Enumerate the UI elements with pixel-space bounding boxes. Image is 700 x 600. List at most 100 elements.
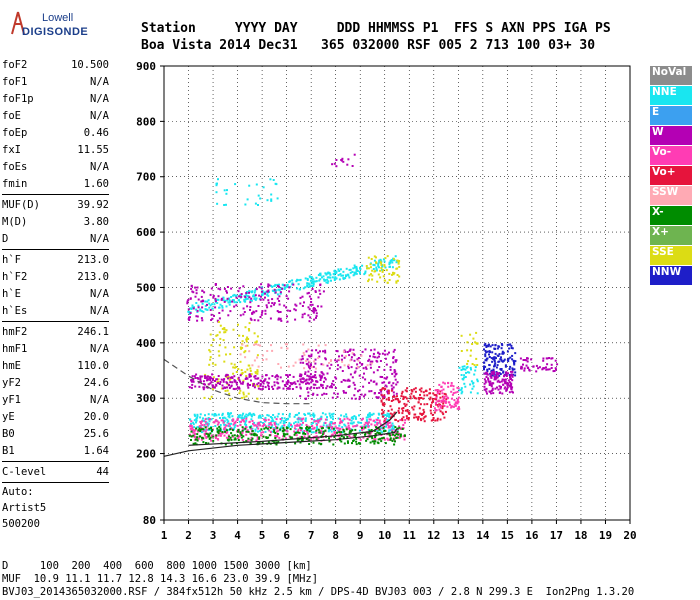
data-point-x — [343, 442, 346, 445]
data-point-nnw — [490, 369, 493, 372]
data-point-vo — [388, 398, 390, 401]
data-point-ssw — [253, 343, 256, 346]
data-point-w — [336, 350, 339, 353]
data-point-w — [315, 312, 318, 315]
data-point-nnw — [487, 345, 490, 348]
data-point-x — [392, 433, 394, 436]
data-point-w — [200, 317, 203, 320]
param-value: 10.500 — [71, 59, 109, 71]
data-point-x — [304, 433, 307, 435]
data-point-nne — [471, 387, 474, 390]
data-point-nnw — [489, 345, 492, 348]
data-point-vo — [318, 419, 321, 422]
header-val-ddd: 365 — [321, 38, 353, 53]
data-point-x — [365, 439, 368, 442]
data-point-sse — [229, 398, 232, 401]
data-point-vo — [370, 423, 373, 426]
data-point-sse — [476, 364, 479, 366]
data-point-sse — [244, 326, 247, 329]
data-point-nne — [344, 274, 347, 277]
param-value: 0.46 — [83, 127, 109, 139]
data-point-sse — [370, 258, 373, 260]
data-point-nne — [257, 430, 259, 433]
data-point-vo — [360, 418, 363, 421]
data-point-nne — [317, 418, 319, 421]
param-row: foE N/A — [2, 108, 109, 125]
data-point-w — [320, 305, 323, 308]
data-point-w — [289, 309, 292, 312]
data-point-nne — [232, 294, 235, 297]
data-point-w — [317, 296, 320, 299]
data-point-vo — [293, 427, 296, 430]
data-point-vo — [293, 430, 296, 433]
data-point-nne — [469, 383, 472, 386]
data-point-w — [381, 352, 384, 355]
data-point-nne — [391, 426, 394, 429]
data-point-nne — [365, 416, 368, 419]
data-point-nne — [297, 283, 300, 286]
data-point-nne — [339, 273, 342, 276]
data-point-nne — [391, 261, 394, 264]
data-point-nne — [248, 413, 251, 415]
data-point-w — [361, 376, 364, 379]
data-point-nnw — [500, 359, 503, 362]
data-point-sse — [460, 334, 463, 337]
data-point-w — [312, 307, 315, 310]
data-point-nne — [196, 416, 199, 419]
data-point-x — [196, 433, 199, 436]
data-point-w — [354, 387, 357, 390]
data-point-vo — [443, 405, 446, 407]
data-point-vo — [362, 427, 365, 430]
data-point-w — [203, 386, 206, 389]
data-point-w — [203, 383, 205, 386]
data-point-w — [216, 378, 218, 381]
data-point-x — [383, 430, 385, 433]
data-point-w — [218, 383, 221, 385]
ionogram-plot: 1 2 3 4 5 6 7 8 9 10 11 12 13 14 15 16 17 18 19 20 80 200 300 4… — [124, 52, 648, 552]
data-point-nne — [244, 300, 247, 303]
data-point-vo — [403, 421, 406, 424]
data-point-sse — [245, 375, 248, 377]
data-point-w — [248, 291, 250, 294]
data-point-nne — [244, 203, 247, 206]
data-point-w — [262, 298, 265, 301]
data-point-nne — [382, 258, 385, 261]
data-point-vo — [361, 428, 364, 431]
data-point-w — [299, 387, 302, 390]
data-point-nnw — [495, 357, 497, 360]
data-point-w — [550, 367, 553, 369]
data-point-nne — [464, 385, 467, 388]
data-point-vo — [412, 395, 415, 398]
data-point-w — [538, 366, 541, 369]
data-point-w — [323, 376, 326, 379]
data-point-w — [259, 316, 262, 318]
data-point-sse — [239, 346, 242, 349]
data-point-vo — [419, 393, 421, 396]
data-point-w — [248, 296, 251, 299]
data-point-x — [277, 440, 280, 443]
data-point-w — [288, 290, 291, 293]
data-point-nnw — [494, 362, 497, 365]
data-point-sse — [374, 270, 377, 273]
data-point-vo — [442, 402, 445, 405]
data-point-nne — [311, 280, 314, 283]
param-label: foF1p — [2, 93, 34, 105]
data-point-nne — [191, 306, 194, 309]
data-point-w — [221, 384, 224, 387]
data-point-ssw — [277, 363, 280, 365]
data-point-w — [523, 369, 526, 372]
data-point-sse — [368, 274, 371, 277]
data-point-vo — [192, 428, 195, 431]
data-point-nne — [226, 421, 229, 424]
data-point-vo — [232, 435, 234, 438]
data-point-sse — [225, 376, 228, 379]
data-point-vo — [429, 392, 432, 395]
data-point-nnw — [497, 355, 500, 357]
data-point-w — [389, 366, 392, 369]
data-point-nne — [244, 423, 247, 426]
data-point-nne — [308, 285, 311, 288]
data-point-nne — [253, 414, 256, 416]
data-point-x — [379, 432, 382, 435]
data-point-w — [484, 381, 487, 384]
data-point-w — [280, 319, 283, 322]
